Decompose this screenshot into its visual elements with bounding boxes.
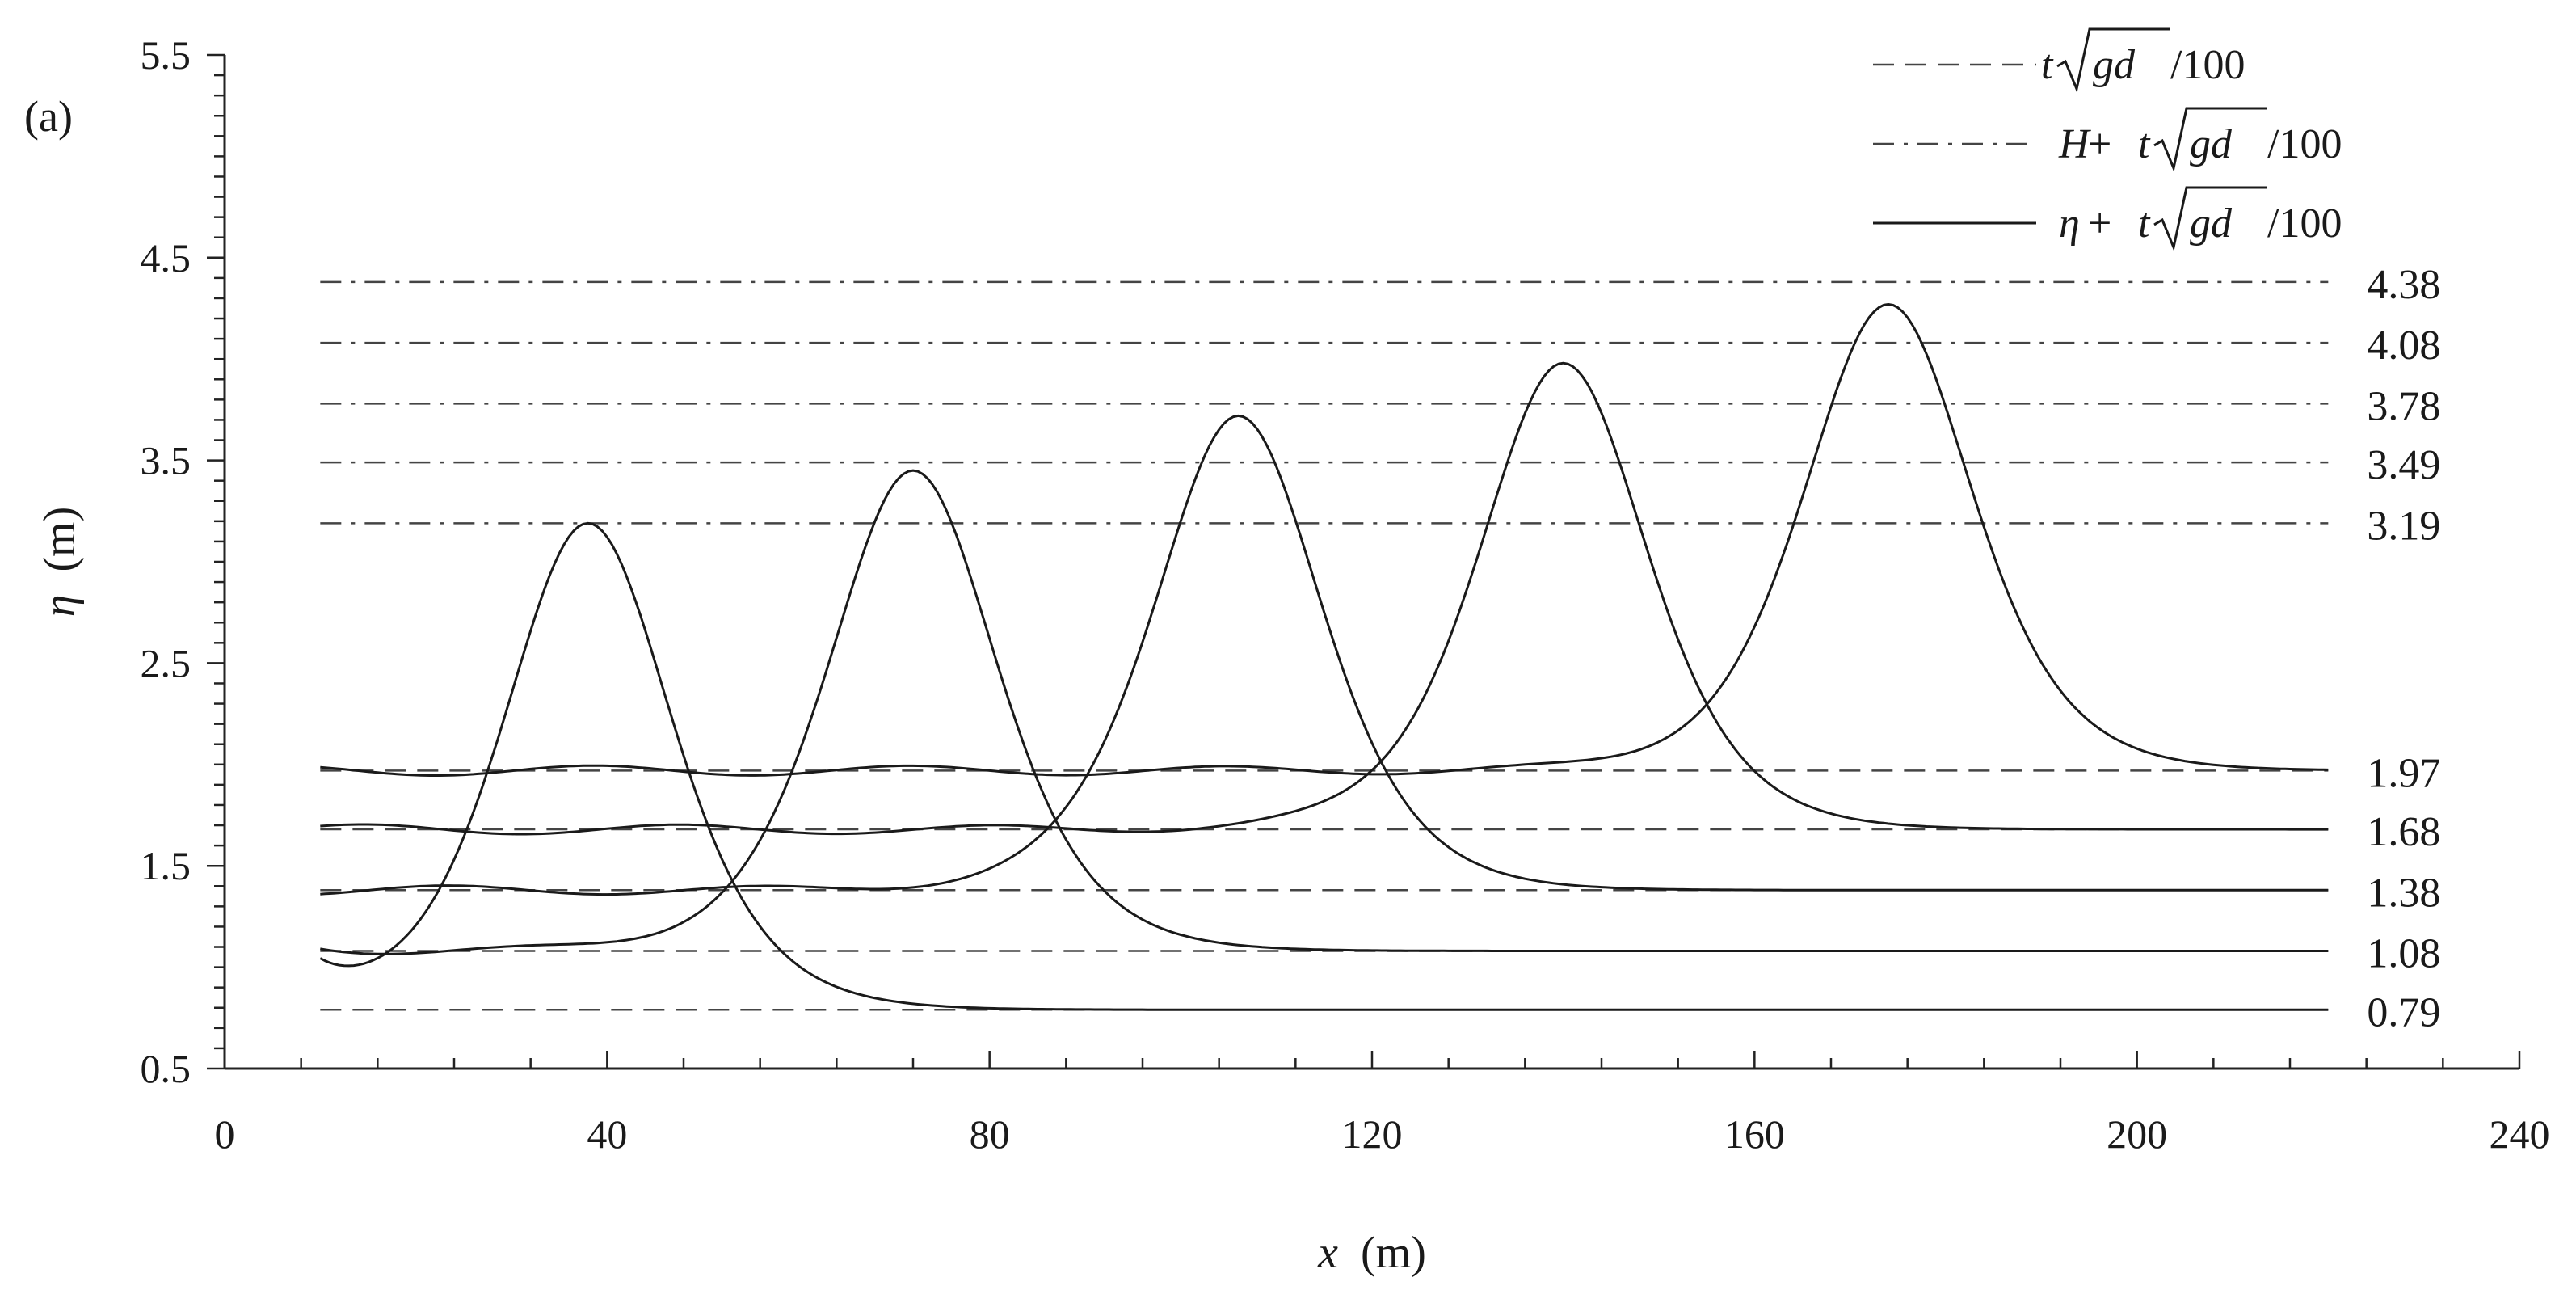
level-label: 0.79 [2367, 989, 2440, 1035]
square-root-icon [2153, 107, 2267, 173]
legend-lead-symbol: H [2058, 121, 2091, 167]
square-root-icon [2056, 27, 2170, 94]
legend-entry: H + t gd /100 [1873, 107, 2342, 173]
level-label: 3.49 [2367, 442, 2440, 488]
panel-label: (a) [24, 92, 73, 141]
level-label: 4.08 [2367, 323, 2440, 369]
legend-tail: /100 [2267, 121, 2342, 167]
x-tick-label: 240 [2490, 1111, 2550, 1157]
x-tick-label: 40 [587, 1111, 627, 1157]
legend-t-symbol: t [2138, 121, 2151, 167]
wave-profile-line [319, 521, 2329, 1011]
legend-tail: /100 [2170, 42, 2245, 88]
reference-lines [320, 280, 2329, 1011]
wave-profile-line [320, 414, 2329, 896]
y-axis-unit: (m) [35, 507, 85, 572]
level-label: 3.78 [2367, 383, 2440, 429]
level-label: 1.97 [2367, 750, 2440, 796]
legend-gd-symbol: gd [2093, 42, 2136, 88]
y-axis-title: η (m) [35, 507, 85, 618]
legend-t-symbol: t [2138, 200, 2151, 247]
y-tick-label: 2.5 [141, 640, 192, 685]
wave-profile-line [320, 469, 2329, 955]
axis-tick-labels: 0 40 80 120 160 200 240 0.5 1.5 2.5 3.5 4.5 5.5 [141, 32, 2550, 1157]
legend-operator: + [2088, 121, 2111, 167]
legend-operator: + [2088, 200, 2111, 247]
level-labels: 0.79 1.08 1.38 1.68 1.97 3.19 3.49 3.78 4.08 4.38 [2367, 262, 2440, 1035]
legend-gd-symbol: gd [2190, 200, 2233, 247]
legend-t-symbol: t [2041, 42, 2054, 88]
legend-entry: t gd /100 [1873, 27, 2245, 94]
y-tick-label: 3.5 [141, 438, 192, 483]
wave-profile-line [320, 303, 2329, 777]
wave-profiles [319, 303, 2329, 1011]
level-label: 1.38 [2367, 870, 2440, 916]
x-tick-label: 80 [970, 1111, 1010, 1157]
y-tick-label: 1.5 [141, 843, 192, 888]
legend-entry: η + t gd /100 [1873, 186, 2342, 252]
x-tick-label: 160 [1724, 1111, 1785, 1157]
y-tick-label: 5.5 [141, 32, 192, 78]
y-axis-symbol: η [35, 595, 85, 618]
level-label: 4.38 [2367, 262, 2440, 308]
axes [223, 55, 2519, 1070]
legend-tail: /100 [2267, 200, 2342, 247]
x-tick-label: 120 [1342, 1111, 1403, 1157]
level-label: 1.68 [2367, 809, 2440, 855]
x-axis-symbol: x [1317, 1228, 1338, 1278]
axis-ticks [207, 53, 2521, 1070]
square-root-icon [2153, 186, 2267, 252]
y-tick-label: 0.5 [141, 1046, 192, 1091]
y-tick-label: 4.5 [141, 235, 192, 280]
legend-gd-symbol: gd [2190, 121, 2233, 167]
wave-profile-line [320, 361, 2329, 836]
level-label: 1.08 [2367, 931, 2440, 977]
level-label: 3.19 [2367, 503, 2440, 549]
legend-lead-symbol: η [2059, 200, 2080, 247]
x-axis-unit: (m) [1361, 1228, 1426, 1278]
x-tick-label: 0 [215, 1111, 235, 1157]
x-axis-title: x (m) [1317, 1228, 1426, 1278]
x-tick-label: 200 [2107, 1111, 2167, 1157]
